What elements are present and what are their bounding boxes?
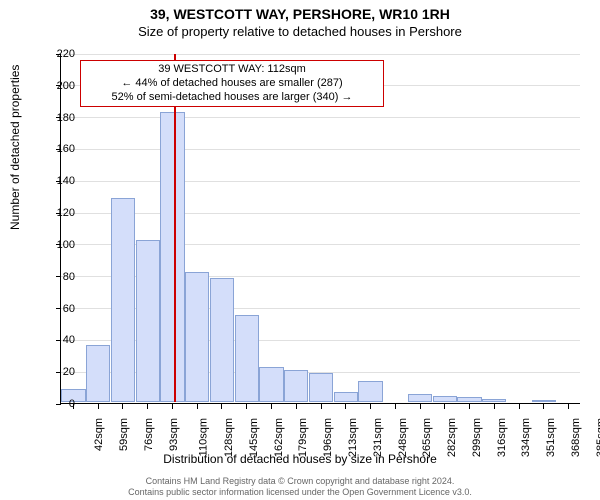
ytick-label: 140 [45, 175, 75, 187]
xtick-label: 110sqm [198, 418, 210, 456]
ytick-label: 80 [45, 271, 75, 283]
histogram-bar [86, 345, 110, 402]
chart-area: 39 WESTCOTT WAY: 112sqm← 44% of detached… [60, 54, 580, 404]
xtick-label: 128sqm [223, 418, 235, 457]
gridline [61, 181, 580, 182]
ytick-label: 20 [45, 366, 75, 378]
histogram-bar [210, 278, 234, 402]
histogram-bar [532, 400, 556, 402]
histogram-bar [457, 397, 481, 402]
xtick-mark [197, 404, 198, 409]
ytick-label: 60 [45, 303, 75, 315]
xtick-label: 179sqm [298, 418, 310, 457]
xtick-mark [370, 404, 371, 409]
gridline [61, 117, 580, 118]
xtick-mark [271, 404, 272, 409]
annotation-line: 52% of semi-detached houses are larger (… [87, 91, 377, 105]
xtick-label: 196sqm [322, 418, 334, 457]
xtick-mark [420, 404, 421, 409]
xtick-label: 385sqm [595, 418, 600, 457]
xtick-mark [469, 404, 470, 409]
gridline [61, 54, 580, 55]
histogram-bar [160, 112, 184, 402]
xtick-label: 299sqm [471, 418, 483, 457]
xtick-mark [543, 404, 544, 409]
xtick-label: 76sqm [143, 418, 155, 451]
histogram-bar [358, 381, 382, 402]
histogram-bar [309, 373, 333, 402]
histogram-bar [284, 370, 308, 402]
xtick-label: 231sqm [372, 418, 384, 457]
xtick-mark [221, 404, 222, 409]
annotation-box: 39 WESTCOTT WAY: 112sqm← 44% of detached… [80, 60, 384, 107]
footer-line-1: Contains HM Land Registry data © Crown c… [0, 476, 600, 487]
histogram-bar [433, 396, 457, 402]
histogram-bar [185, 272, 209, 402]
histogram-bar [235, 315, 259, 403]
chart-subtitle: Size of property relative to detached ho… [0, 22, 600, 39]
xtick-label: 368sqm [570, 418, 582, 457]
xtick-mark [147, 404, 148, 409]
xtick-label: 213sqm [347, 418, 359, 457]
xtick-label: 282sqm [446, 418, 458, 457]
gridline [61, 149, 580, 150]
gridline [61, 213, 580, 214]
footer-attribution: Contains HM Land Registry data © Crown c… [0, 476, 600, 498]
histogram-bar [334, 392, 358, 402]
xtick-label: 162sqm [273, 418, 285, 457]
annotation-line: ← 44% of detached houses are smaller (28… [87, 77, 377, 91]
xtick-mark [494, 404, 495, 409]
ytick-label: 180 [45, 112, 75, 124]
annotation-line: 39 WESTCOTT WAY: 112sqm [87, 63, 377, 77]
footer-line-2: Contains public sector information licen… [0, 487, 600, 498]
xtick-mark [345, 404, 346, 409]
ytick-label: 160 [45, 143, 75, 155]
chart-title: 39, WESTCOTT WAY, PERSHORE, WR10 1RH [0, 0, 600, 22]
histogram-bar [408, 394, 432, 402]
xtick-mark [395, 404, 396, 409]
xtick-mark [444, 404, 445, 409]
xtick-mark [122, 404, 123, 409]
xtick-mark [98, 404, 99, 409]
xtick-label: 334sqm [520, 418, 532, 457]
ytick-label: 40 [45, 334, 75, 346]
histogram-bar [111, 198, 135, 402]
xtick-label: 351sqm [545, 418, 557, 457]
y-axis-label: Number of detached properties [8, 65, 22, 230]
histogram-bar [482, 399, 506, 402]
xtick-mark [519, 404, 520, 409]
xtick-label: 93sqm [168, 418, 180, 451]
xtick-mark [568, 404, 569, 409]
xtick-mark [321, 404, 322, 409]
ytick-label: 0 [45, 398, 75, 410]
xtick-label: 248sqm [397, 418, 409, 457]
xtick-label: 145sqm [248, 418, 260, 457]
chart-container: 39, WESTCOTT WAY, PERSHORE, WR10 1RH Siz… [0, 0, 600, 500]
xtick-mark [172, 404, 173, 409]
ytick-label: 220 [45, 48, 75, 60]
xtick-label: 59sqm [118, 418, 130, 451]
histogram-bar [259, 367, 283, 402]
xtick-mark [296, 404, 297, 409]
ytick-label: 200 [45, 80, 75, 92]
ytick-label: 120 [45, 207, 75, 219]
xtick-label: 265sqm [421, 418, 433, 457]
xtick-label: 316sqm [496, 418, 508, 457]
histogram-bar [136, 240, 160, 402]
ytick-label: 100 [45, 239, 75, 251]
xtick-mark [246, 404, 247, 409]
xtick-label: 42sqm [93, 418, 105, 451]
